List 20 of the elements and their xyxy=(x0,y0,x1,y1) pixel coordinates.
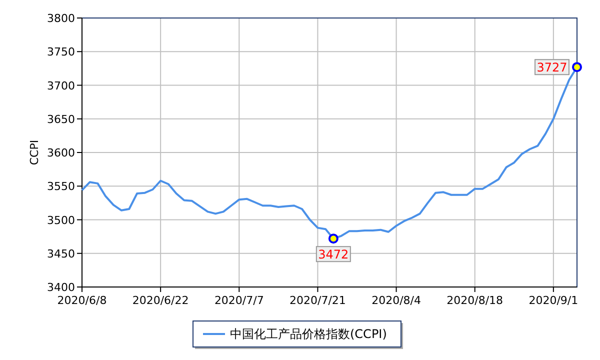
y-tick-label: 3500 xyxy=(47,214,75,227)
x-tick-label: 2020/9/1 xyxy=(528,294,578,307)
data-label: 3472 xyxy=(318,248,349,262)
x-tick-label: 2020/6/22 xyxy=(132,294,189,307)
x-tick-label: 2020/8/18 xyxy=(446,294,504,307)
y-tick-label: 3800 xyxy=(47,12,75,25)
x-tick-label: 2020/8/4 xyxy=(372,294,421,307)
y-tick-label: 3700 xyxy=(47,79,75,92)
y-tick-label: 3600 xyxy=(47,146,75,160)
data-label: 3727 xyxy=(536,60,568,75)
y-tick-label: 3400 xyxy=(47,281,75,294)
y-tick-label: 3450 xyxy=(47,247,75,260)
y-tick-label: 3550 xyxy=(47,180,75,194)
legend-label: 中国化工产品价格指数(CCPI) xyxy=(230,327,387,341)
x-tick-label: 2020/7/21 xyxy=(290,294,346,307)
x-tick-label: 2020/6/8 xyxy=(57,294,107,307)
y-axis-title: CCPI xyxy=(28,140,41,166)
y-tick-label: 3750 xyxy=(47,46,75,59)
y-tick-label: 3650 xyxy=(47,112,75,126)
x-tick-label: 2020/7/7 xyxy=(214,294,264,307)
